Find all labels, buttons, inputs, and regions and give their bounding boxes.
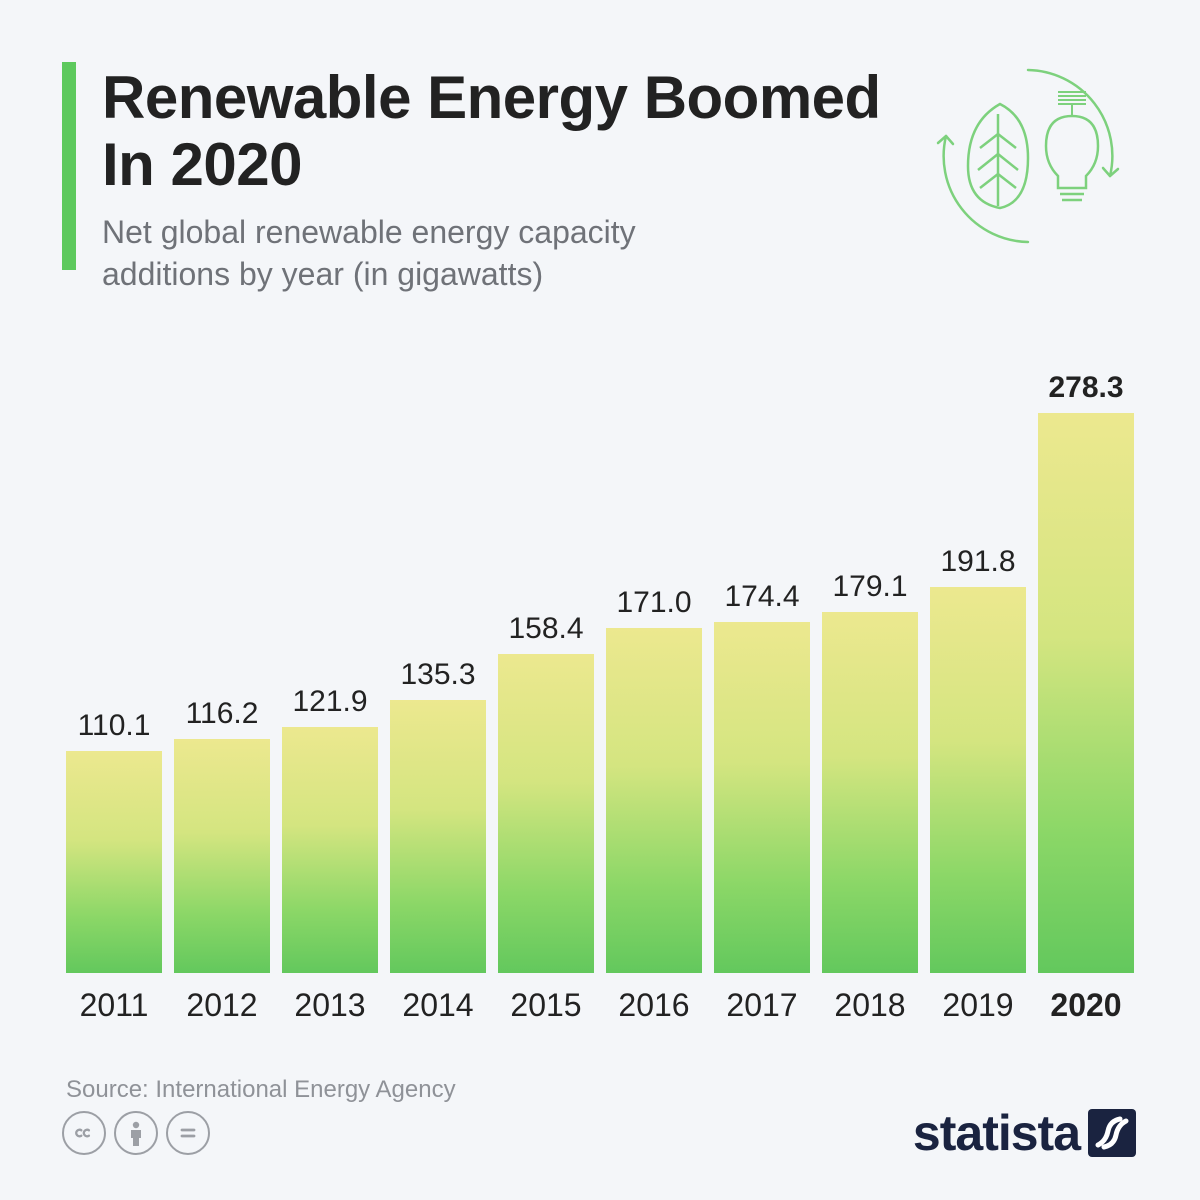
bar-group: 191.8 2019 (930, 545, 1026, 1024)
bar-year-label: 2013 (294, 987, 365, 1024)
bar-value-label: 121.9 (292, 685, 367, 719)
bar-year-label: 2016 (618, 987, 689, 1024)
bar-group: 135.3 2014 (390, 658, 486, 1023)
bar-value-label: 158.4 (508, 612, 583, 646)
brand-logo: statista (913, 1104, 1138, 1162)
bar-year-label: 2012 (186, 987, 257, 1024)
bar-group: 179.1 2018 (822, 570, 918, 1023)
bar-year-label: 2017 (726, 987, 797, 1024)
cc-by-icon (114, 1111, 158, 1155)
cc-icon (62, 1111, 106, 1155)
bar-group: 116.2 2012 (174, 697, 270, 1024)
bar (714, 622, 810, 973)
bar-value-label: 135.3 (400, 658, 475, 692)
bar-group: 174.4 2017 (714, 580, 810, 1024)
bar-chart: 110.1 2011 116.2 2012 121.9 2013 135.3 2014 158.… (62, 364, 1138, 1024)
bar-group: 171.0 2016 (606, 586, 702, 1023)
bar-group: 121.9 2013 (282, 685, 378, 1023)
brand-name: statista (913, 1104, 1080, 1162)
brand-mark-icon (1086, 1107, 1138, 1159)
chart-title: Renewable Energy Boomed In 2020 (102, 64, 902, 198)
bar (1038, 413, 1134, 973)
accent-bar (62, 62, 76, 270)
header: Renewable Energy Boomed In 2020 Net glob… (62, 62, 1138, 296)
bar-year-label: 2011 (80, 987, 149, 1024)
infographic-container: Renewable Energy Boomed In 2020 Net glob… (0, 0, 1200, 1200)
bar-value-label: 179.1 (832, 570, 907, 604)
bar-value-label: 278.3 (1048, 371, 1123, 405)
bar-value-label: 174.4 (724, 580, 799, 614)
bar-year-label: 2020 (1050, 987, 1121, 1024)
bar-year-label: 2014 (402, 987, 473, 1024)
bar (282, 727, 378, 972)
bar-value-label: 191.8 (940, 545, 1015, 579)
bar (174, 739, 270, 973)
bar (930, 587, 1026, 973)
footer: statista (62, 1104, 1138, 1162)
bar (66, 751, 162, 973)
bar-value-label: 116.2 (186, 697, 259, 731)
bar-value-label: 171.0 (616, 586, 691, 620)
bar-year-label: 2015 (510, 987, 581, 1024)
bar-group: 110.1 2011 (66, 709, 162, 1024)
bar-year-label: 2019 (942, 987, 1013, 1024)
bar (822, 612, 918, 972)
bar (390, 700, 486, 972)
bar-group: 158.4 2015 (498, 612, 594, 1024)
cc-license-icons (62, 1111, 210, 1155)
bar-value-label: 110.1 (78, 709, 151, 743)
renewable-energy-icon (928, 56, 1128, 261)
bar (498, 654, 594, 973)
chart-subtitle: Net global renewable energy capacity add… (102, 212, 742, 295)
title-block: Renewable Energy Boomed In 2020 Net glob… (102, 62, 902, 296)
bar-group: 278.3 2020 (1038, 371, 1134, 1024)
bar-year-label: 2018 (834, 987, 905, 1024)
source-text: Source: International Energy Agency (66, 1076, 1138, 1104)
cc-nd-icon (166, 1111, 210, 1155)
bar (606, 628, 702, 972)
